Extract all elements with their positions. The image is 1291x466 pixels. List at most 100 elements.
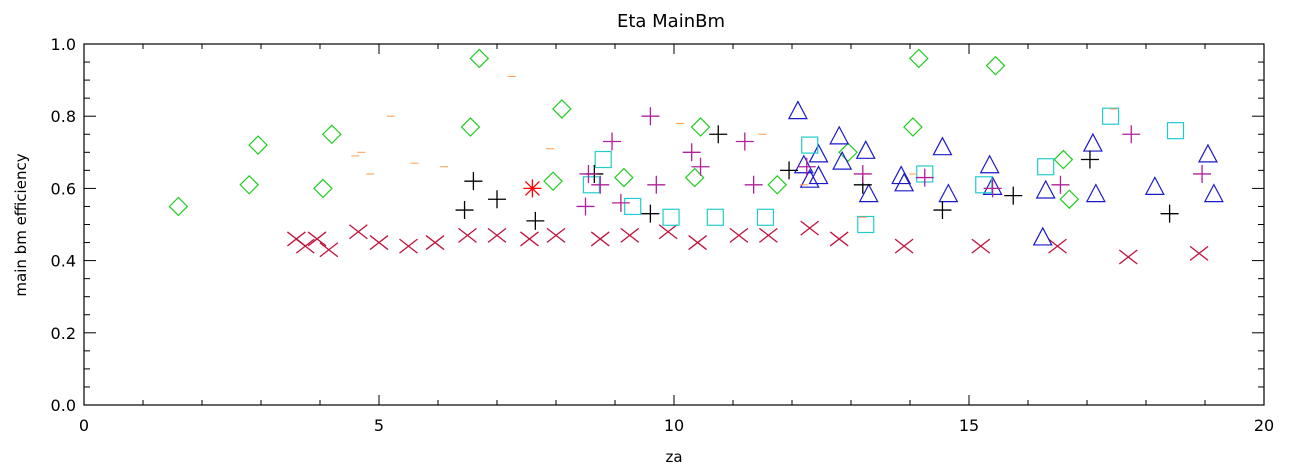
point-plus (641, 107, 660, 126)
point-diamond (985, 55, 1006, 76)
point-x (620, 227, 640, 243)
point-triangle (1032, 226, 1053, 246)
plot-frame (83, 43, 1265, 406)
point-square (624, 197, 642, 216)
point-triangle (1203, 183, 1224, 203)
point-x (546, 227, 566, 243)
point-plus (682, 143, 701, 162)
point-x (369, 235, 389, 251)
point-x (894, 238, 914, 254)
point-diamond (460, 117, 481, 137)
point-x (399, 238, 418, 254)
point-triangle (1085, 183, 1106, 203)
point-triangle (891, 165, 912, 185)
point-plus (1122, 125, 1141, 144)
point-square (756, 208, 775, 226)
point-plus (591, 175, 610, 194)
point-triangle (858, 183, 879, 203)
point-triangle (832, 150, 853, 170)
point-square (975, 176, 993, 194)
point-x (800, 220, 820, 236)
point-plus (611, 193, 630, 212)
point-x (487, 227, 507, 243)
point-square (1166, 122, 1185, 140)
point-triangle (1035, 179, 1056, 199)
point-plus (579, 164, 598, 183)
point-x (319, 242, 339, 258)
x-tick-label: 20 (1254, 416, 1274, 435)
point-diamond (1053, 149, 1074, 170)
point-plus (455, 201, 474, 220)
point-x (759, 227, 778, 243)
point-diamond (903, 117, 923, 137)
point-x (729, 227, 749, 243)
point-x (307, 231, 327, 247)
point-plus (1004, 186, 1023, 205)
point-plus (735, 132, 754, 151)
point-plus (933, 201, 952, 220)
x-tick-label: 5 (374, 416, 384, 435)
point-x (1048, 238, 1067, 254)
point-square (706, 208, 724, 226)
point-x (348, 224, 368, 240)
point-x (295, 238, 315, 254)
x-tick-label: 10 (664, 416, 684, 435)
y-tick-label: 0.0 (51, 396, 76, 415)
point-triangle (979, 154, 1000, 174)
point-diamond (552, 99, 572, 119)
point-plus (797, 157, 816, 176)
point-triangle (829, 125, 850, 145)
point-diamond (313, 178, 333, 199)
point-x (1189, 245, 1209, 261)
point-plus (709, 125, 728, 144)
point-triangle (938, 183, 959, 203)
point-square (1101, 107, 1120, 125)
point-plus (780, 161, 799, 180)
x-axis-label: za (665, 448, 682, 466)
point-triangle (932, 136, 953, 156)
point-plus (526, 211, 545, 230)
point-x (425, 235, 445, 251)
point-x (520, 231, 539, 247)
point-diamond (543, 171, 563, 192)
point-square (801, 136, 819, 154)
point-triangle (894, 172, 915, 192)
point-x (688, 235, 707, 251)
point-x (658, 224, 678, 240)
point-diamond (838, 142, 858, 163)
point-triangle (1144, 176, 1165, 195)
point-triangle (1082, 132, 1103, 152)
point-x (1118, 249, 1138, 265)
point-plus (647, 175, 666, 194)
point-x (458, 227, 477, 243)
x-tick-label: 0 (79, 416, 89, 435)
point-plus (1160, 204, 1179, 223)
point-diamond (909, 48, 929, 69)
point-plus (691, 157, 710, 176)
point-plus (576, 197, 595, 216)
point-plus (488, 190, 506, 209)
point-diamond (1059, 189, 1080, 210)
point-x (590, 231, 610, 247)
point-plus (983, 179, 1002, 198)
y-tick-label: 0.8 (51, 107, 76, 126)
point-diamond (767, 174, 788, 195)
point-square (857, 215, 875, 234)
point-diamond (690, 117, 711, 137)
y-tick-label: 0.2 (51, 324, 76, 343)
point-diamond (321, 124, 342, 145)
point-plus (853, 164, 872, 183)
y-axis-label: main bm efficiency (12, 153, 30, 296)
point-plus (744, 175, 763, 194)
point-plus (1051, 175, 1070, 194)
point-square (594, 150, 612, 169)
y-tick-label: 0.4 (51, 252, 76, 271)
point-triangle (799, 168, 820, 188)
point-plus (1080, 150, 1099, 169)
point-diamond (168, 196, 189, 217)
axes: 0 5 10 15 20 0.0 0.2 0.4 0.6 0.8 1.0 (51, 35, 1275, 435)
point-plus (603, 132, 622, 151)
point-asterisk (523, 179, 542, 198)
point-diamond (248, 135, 268, 155)
